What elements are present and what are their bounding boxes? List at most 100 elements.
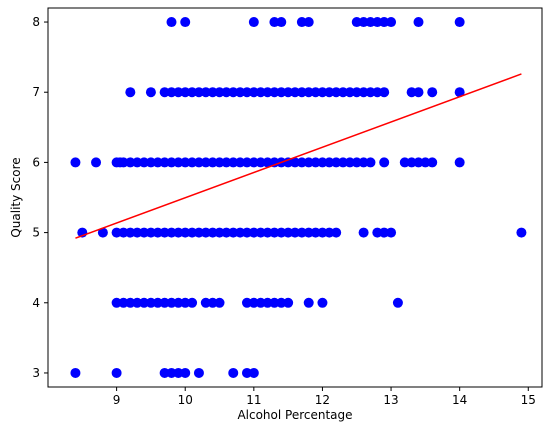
- data-point: [379, 87, 390, 98]
- data-point: [331, 157, 342, 168]
- data-point: [139, 227, 150, 238]
- data-point: [241, 157, 252, 168]
- data-point: [139, 297, 150, 308]
- data-point: [214, 297, 225, 308]
- data-point: [200, 297, 211, 308]
- data-point: [255, 87, 266, 98]
- data-point: [152, 157, 163, 168]
- data-point: [331, 227, 342, 238]
- data-point: [427, 87, 438, 98]
- data-point: [255, 297, 266, 308]
- data-point: [228, 87, 239, 98]
- data-point: [235, 227, 246, 238]
- data-point: [111, 297, 122, 308]
- data-point: [296, 227, 307, 238]
- data-point: [166, 87, 177, 98]
- data-point: [221, 227, 232, 238]
- data-point: [214, 157, 225, 168]
- data-point: [235, 87, 246, 98]
- plot-frame: [47, 7, 543, 388]
- data-point: [166, 367, 177, 378]
- data-point: [221, 157, 232, 168]
- data-point: [241, 227, 252, 238]
- data-point: [145, 297, 156, 308]
- data-point: [516, 227, 527, 238]
- data-point: [235, 157, 246, 168]
- data-point: [166, 17, 177, 28]
- x-tick-label: 13: [383, 393, 398, 407]
- data-point: [255, 157, 266, 168]
- data-point: [262, 227, 273, 238]
- data-point: [303, 227, 314, 238]
- y-tick-label: 3: [32, 366, 40, 380]
- data-point: [241, 87, 252, 98]
- data-point: [427, 157, 438, 168]
- data-point: [248, 157, 259, 168]
- data-point: [386, 227, 397, 238]
- data-point: [228, 157, 239, 168]
- data-point: [365, 17, 376, 28]
- data-point: [269, 157, 280, 168]
- data-point: [262, 297, 273, 308]
- data-point: [276, 87, 287, 98]
- data-point: [283, 297, 294, 308]
- data-point: [406, 157, 417, 168]
- data-point: [269, 297, 280, 308]
- data-point: [310, 87, 321, 98]
- data-point: [324, 87, 335, 98]
- data-point: [187, 87, 198, 98]
- data-point: [255, 227, 266, 238]
- trend-line: [75, 73, 522, 239]
- data-point: [180, 367, 191, 378]
- data-point: [351, 87, 362, 98]
- data-point: [118, 227, 129, 238]
- data-point: [111, 367, 122, 378]
- data-point: [344, 87, 355, 98]
- data-point: [358, 87, 369, 98]
- data-point: [173, 297, 184, 308]
- data-point: [152, 297, 163, 308]
- data-point: [351, 157, 362, 168]
- data-point: [454, 17, 465, 28]
- data-point: [97, 227, 108, 238]
- data-point: [200, 87, 211, 98]
- data-point: [200, 157, 211, 168]
- data-point: [379, 157, 390, 168]
- data-point: [173, 227, 184, 238]
- data-point: [269, 17, 280, 28]
- data-point: [372, 87, 383, 98]
- x-axis-label: Alcohol Percentage: [237, 408, 352, 422]
- x-tick-label: 14: [452, 393, 467, 407]
- data-point: [200, 227, 211, 238]
- data-point: [214, 227, 225, 238]
- data-point: [173, 367, 184, 378]
- data-point: [180, 87, 191, 98]
- data-point: [303, 87, 314, 98]
- x-tick-label: 12: [315, 393, 330, 407]
- data-point: [324, 157, 335, 168]
- data-point: [372, 17, 383, 28]
- data-point: [173, 87, 184, 98]
- data-point: [317, 157, 328, 168]
- x-axis-ticks: 9 10 11 12 13 14 15: [113, 387, 536, 407]
- data-point: [132, 227, 143, 238]
- data-point: [379, 227, 390, 238]
- data-point: [166, 157, 177, 168]
- y-axis-ticks: 3 4 5 6 7 8: [32, 15, 48, 380]
- data-point: [331, 87, 342, 98]
- data-point: [290, 227, 300, 238]
- data-point: [290, 157, 300, 168]
- data-point: [70, 157, 81, 168]
- data-point: [166, 297, 177, 308]
- data-point: [180, 297, 191, 308]
- data-point: [111, 227, 122, 238]
- x-tick-label: 10: [178, 393, 193, 407]
- data-point: [296, 17, 307, 28]
- data-point: [413, 87, 424, 98]
- data-point: [317, 227, 328, 238]
- x-tick-label: 15: [521, 393, 536, 407]
- x-tick-label: 11: [246, 393, 261, 407]
- data-point: [132, 297, 143, 308]
- data-point: [70, 367, 81, 378]
